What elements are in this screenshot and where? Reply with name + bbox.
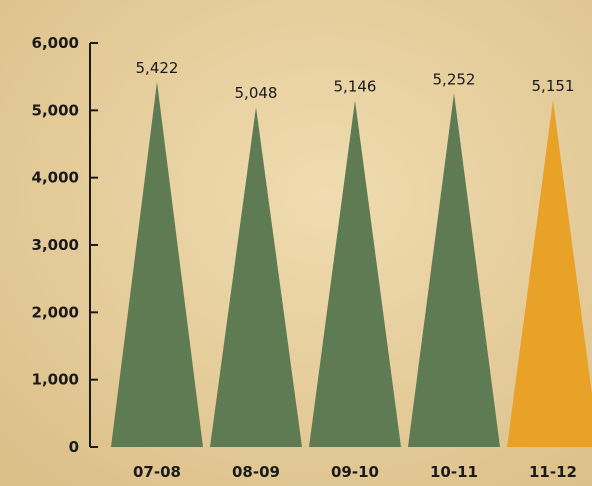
data-label: 5,146 [334, 78, 377, 96]
y-axis: 0 1,000 2,000 3,000 4,000 5,000 6,000 [32, 34, 98, 456]
y-tick-label: 5,000 [32, 101, 79, 119]
y-tick-label: 4,000 [32, 169, 79, 187]
x-tick-label: 10-11 [430, 463, 478, 481]
data-label: 5,151 [532, 77, 575, 95]
data-label: 5,252 [433, 70, 476, 88]
x-tick-label: 11-12 [529, 463, 577, 481]
labels: 5,422 07-08 5,048 08-09 5,146 09-10 5,252 10-11… [133, 59, 577, 481]
bar-07-08 [111, 81, 203, 447]
y-tick-label: 0 [69, 438, 79, 456]
bar-09-10 [309, 100, 401, 447]
y-tick-label: 6,000 [32, 34, 79, 52]
data-label: 5,422 [136, 59, 179, 77]
x-tick-label: 08-09 [232, 463, 280, 481]
bars [111, 81, 592, 448]
bar-08-09 [210, 107, 302, 448]
y-tick-label: 1,000 [32, 371, 79, 389]
y-tick-label: 3,000 [32, 236, 79, 254]
x-tick-label: 09-10 [331, 463, 379, 481]
bar-10-11 [408, 93, 500, 448]
bar-11-12 [507, 100, 592, 447]
y-tick-label: 2,000 [32, 303, 79, 321]
x-tick-label: 07-08 [133, 463, 181, 481]
data-label: 5,048 [235, 84, 278, 102]
